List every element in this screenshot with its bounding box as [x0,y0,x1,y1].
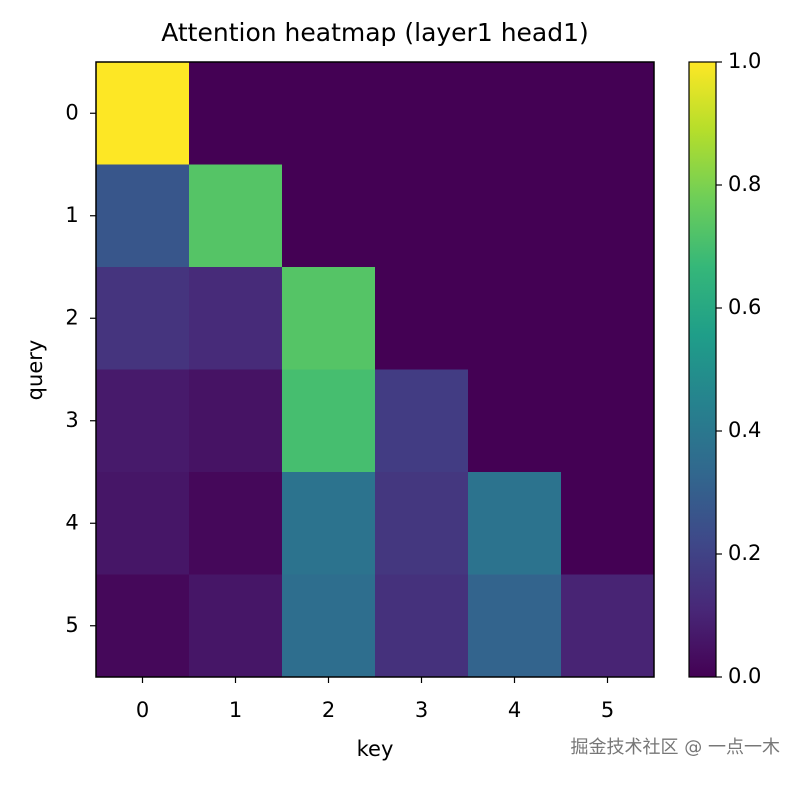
heatmap-cell [375,472,469,575]
colorbar-tick-label: 0.6 [728,295,761,319]
colorbar-tick-label: 0.0 [728,664,761,688]
heatmap-cell [561,574,655,678]
colorbar-tick-label: 1.0 [728,49,761,73]
heatmap-cell [96,574,190,678]
heatmap-cell [189,574,283,678]
heatmap-cell [561,267,655,370]
watermark: 掘金技术社区 @ 一点一木 [571,737,780,758]
x-axis-label: key [357,737,394,761]
heatmap-cell [189,472,283,575]
heatmap-cell [189,62,283,165]
colorbar [688,61,717,678]
heatmap-cell [282,472,376,575]
x-tick-label: 1 [229,698,242,722]
heatmap-cell [96,62,190,165]
heatmap-cell [282,267,376,370]
heatmap-cell [282,574,376,678]
y-tick-label: 0 [65,100,78,124]
colorbar-tick-label: 0.4 [728,418,761,442]
heatmap-cell [189,369,283,473]
heatmap-cell [468,369,562,473]
heatmap-cell [189,164,283,268]
heatmap-cell [561,164,655,268]
heatmap-cell [96,472,190,575]
y-axis-label: query [23,340,47,401]
y-tick-label: 4 [65,510,78,534]
heatmap-cell [375,267,469,370]
heatmap-cell [561,472,655,575]
y-tick-label: 5 [65,613,78,637]
y-tick-label: 1 [65,203,78,227]
heatmap-cell [375,369,469,473]
y-tick-label: 3 [65,408,78,432]
plot-frame [95,61,655,678]
x-tick-label: 5 [601,698,614,722]
heatmap-cell [561,62,655,165]
x-tick-label: 3 [415,698,428,722]
heatmap-cell [375,164,469,268]
heatmap-cell [375,62,469,165]
heatmap-cell [282,369,376,473]
heatmap-cell [468,164,562,268]
colorbar-tick-label: 0.2 [728,541,761,565]
heatmap-cell [96,164,190,268]
heatmap-cell [189,267,283,370]
x-tick-label: 0 [136,698,149,722]
colorbar-tick-label: 0.8 [728,172,761,196]
heatmap-cell [468,472,562,575]
heatmap-cell [375,574,469,678]
heatmap-cell [282,164,376,268]
chart-title: Attention heatmap (layer1 head1) [161,18,589,47]
heatmap-cell [96,267,190,370]
heatmap-cell [468,574,562,678]
heatmap-cell [282,62,376,165]
heatmap-cell [96,369,190,473]
y-tick-label: 2 [65,305,78,329]
x-tick-label: 2 [322,698,335,722]
x-tick-label: 4 [508,698,521,722]
heatmap-cell [468,267,562,370]
heatmap-cell [468,62,562,165]
heatmap-cell [561,369,655,473]
